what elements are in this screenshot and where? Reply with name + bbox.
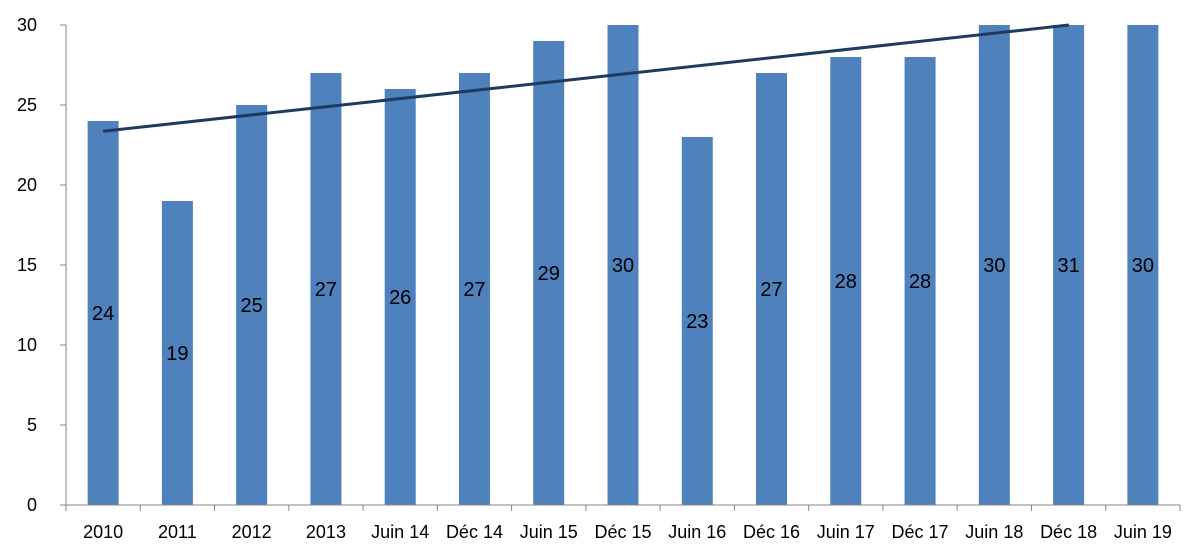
data-label: 27 xyxy=(315,279,337,301)
bar-4 xyxy=(310,73,342,505)
bar-1 xyxy=(87,121,119,505)
x-tick-label: 2013 xyxy=(306,522,346,542)
trend-line xyxy=(102,23,1070,133)
bar-11 xyxy=(830,57,862,505)
x-tick-label: 2012 xyxy=(232,522,272,542)
data-label: 23 xyxy=(686,311,708,333)
trend-layer xyxy=(102,23,1070,133)
bar-2 xyxy=(161,201,193,505)
x-tick-label: Déc 14 xyxy=(446,522,503,542)
data-label: 29 xyxy=(538,263,560,285)
y-tick-label: 20 xyxy=(17,175,37,195)
bar-12 xyxy=(904,57,936,505)
bar-8 xyxy=(607,25,639,505)
axes: 0 5 10 15 20 25 30 2010 2011 2012 2013 Juin 14 Déc 1… xyxy=(17,15,1181,542)
x-tick-label: Juin 14 xyxy=(371,522,429,542)
x-tick-label: Juin 19 xyxy=(1114,522,1172,542)
data-label: 30 xyxy=(1132,255,1154,277)
data-label: 25 xyxy=(241,295,263,317)
data-label: 30 xyxy=(983,255,1005,277)
data-label: 26 xyxy=(389,287,411,309)
data-labels-layer: 24 19 25 27 26 27 29 30 23 27 28 28 30 31 30 xyxy=(92,255,1154,365)
x-tick-label: Déc 16 xyxy=(743,522,800,542)
x-tick-label: 2010 xyxy=(83,522,123,542)
bar-6 xyxy=(458,73,490,505)
x-tick-label: Juin 18 xyxy=(965,522,1023,542)
bar-7 xyxy=(533,41,565,505)
x-tick-label: Déc 18 xyxy=(1040,522,1097,542)
x-tick-label: Déc 15 xyxy=(594,522,651,542)
y-tick-label: 30 xyxy=(17,15,37,35)
data-label: 31 xyxy=(1057,255,1079,277)
bar-10 xyxy=(756,73,788,505)
bar-14 xyxy=(1053,25,1085,505)
bar-15 xyxy=(1127,25,1159,505)
bar-13 xyxy=(978,25,1010,505)
bar-5 xyxy=(384,89,416,505)
data-label: 24 xyxy=(92,303,114,325)
x-tick-label: Juin 15 xyxy=(520,522,578,542)
data-label: 27 xyxy=(463,279,485,301)
x-tick-label: Déc 17 xyxy=(892,522,949,542)
bar-9 xyxy=(681,137,713,505)
y-tick-label: 10 xyxy=(17,335,37,355)
x-tick-label: 2011 xyxy=(158,522,197,542)
data-label: 19 xyxy=(166,343,188,365)
y-tick-label: 15 xyxy=(17,255,37,275)
x-tick-label: Juin 16 xyxy=(668,522,726,542)
y-tick-label: 0 xyxy=(27,495,37,515)
y-tick-label: 25 xyxy=(17,95,37,115)
y-tick-label: 5 xyxy=(27,415,37,435)
x-tick-label: Juin 17 xyxy=(817,522,875,542)
bar-3 xyxy=(236,105,268,505)
bars-layer xyxy=(87,25,1159,505)
data-label: 30 xyxy=(612,255,634,277)
data-label: 28 xyxy=(909,271,931,293)
data-label: 28 xyxy=(835,271,857,293)
data-label: 27 xyxy=(760,279,782,301)
